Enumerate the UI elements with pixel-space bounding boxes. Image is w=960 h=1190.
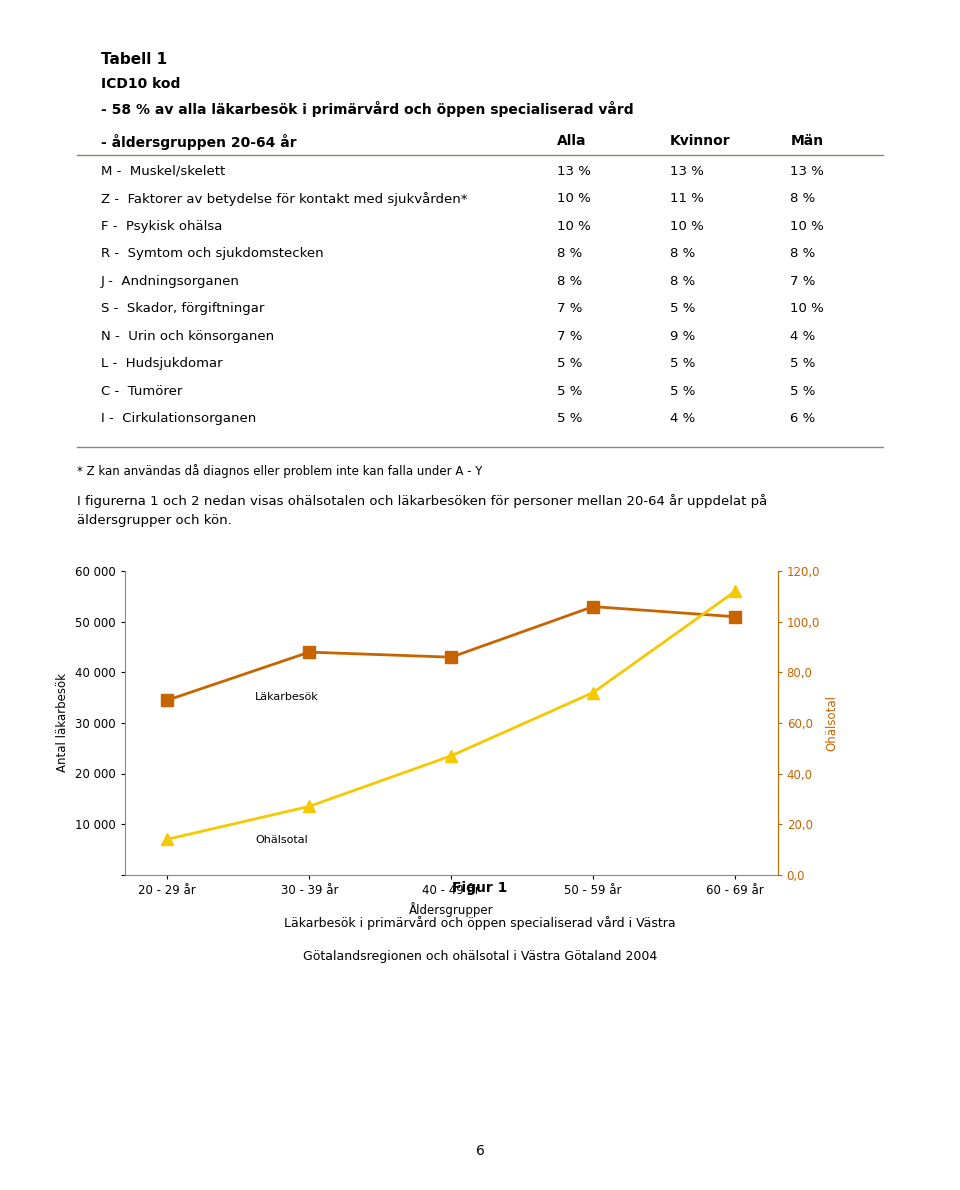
Text: 4 %: 4 % [669, 413, 695, 425]
Text: 5 %: 5 % [669, 357, 695, 370]
Text: 5 %: 5 % [557, 384, 582, 397]
Text: 5 %: 5 % [557, 413, 582, 425]
Text: - 58 % av alla läkarbesök i primärvård och öppen specialiserad vård: - 58 % av alla läkarbesök i primärvård o… [101, 101, 634, 117]
Text: 8 %: 8 % [790, 248, 816, 261]
Text: 5 %: 5 % [790, 357, 816, 370]
Text: Män: Män [790, 134, 824, 148]
Text: I figurerna 1 och 2 nedan visas ohälsotalen och läkarbesöken för personer mellan: I figurerna 1 och 2 nedan visas ohälsota… [77, 494, 767, 527]
Text: Ohälsotal: Ohälsotal [255, 835, 308, 845]
Text: R -  Symtom och sjukdomstecken: R - Symtom och sjukdomstecken [101, 248, 324, 261]
Text: N -  Urin och könsorganen: N - Urin och könsorganen [101, 330, 275, 343]
Text: - åldersgruppen 20-64 år: - åldersgruppen 20-64 år [101, 134, 297, 150]
Text: 10 %: 10 % [790, 220, 825, 233]
Text: 5 %: 5 % [669, 384, 695, 397]
Text: 5 %: 5 % [669, 302, 695, 315]
Text: 8 %: 8 % [669, 275, 695, 288]
Text: Götalandsregionen och ohälsotal i Västra Götaland 2004: Götalandsregionen och ohälsotal i Västra… [302, 950, 658, 963]
Text: * Z kan användas då diagnos eller problem inte kan falla under A - Y: * Z kan användas då diagnos eller proble… [77, 464, 482, 477]
Y-axis label: Antal läkarbesök: Antal läkarbesök [57, 674, 69, 772]
Text: 11 %: 11 % [669, 193, 704, 206]
Text: F -  Psykisk ohälsa: F - Psykisk ohälsa [101, 220, 223, 233]
Text: Läkarbesök i primärvård och öppen specialiserad vård i Västra: Läkarbesök i primärvård och öppen specia… [284, 916, 676, 931]
Text: C -  Tumörer: C - Tumörer [101, 384, 182, 397]
Text: 10 %: 10 % [669, 220, 704, 233]
Text: 13 %: 13 % [669, 164, 704, 177]
Text: Z -  Faktorer av betydelse för kontakt med sjukvården*: Z - Faktorer av betydelse för kontakt me… [101, 193, 468, 206]
Text: 5 %: 5 % [790, 384, 816, 397]
Text: Kvinnor: Kvinnor [669, 134, 731, 148]
Text: 7 %: 7 % [557, 330, 582, 343]
Text: ICD10 kod: ICD10 kod [101, 76, 180, 90]
Text: 13 %: 13 % [790, 164, 825, 177]
Text: L -  Hudsjukdomar: L - Hudsjukdomar [101, 357, 223, 370]
Text: 10 %: 10 % [557, 220, 590, 233]
Text: 7 %: 7 % [557, 302, 582, 315]
Text: M -  Muskel/skelett: M - Muskel/skelett [101, 164, 226, 177]
Text: J -  Andningsorganen: J - Andningsorganen [101, 275, 240, 288]
Text: 6 %: 6 % [790, 413, 816, 425]
Text: 8 %: 8 % [790, 193, 816, 206]
Text: 4 %: 4 % [790, 330, 816, 343]
Text: Alla: Alla [557, 134, 587, 148]
Text: S -  Skador, förgiftningar: S - Skador, förgiftningar [101, 302, 264, 315]
Text: 10 %: 10 % [557, 193, 590, 206]
Text: Läkarbesök: Läkarbesök [255, 693, 319, 702]
Text: 13 %: 13 % [557, 164, 590, 177]
Text: 8 %: 8 % [669, 248, 695, 261]
Text: 10 %: 10 % [790, 302, 825, 315]
Text: 5 %: 5 % [557, 357, 582, 370]
Text: I -  Cirkulationsorganen: I - Cirkulationsorganen [101, 413, 256, 425]
Text: 8 %: 8 % [557, 275, 582, 288]
X-axis label: Åldersgrupper: Åldersgrupper [409, 902, 493, 917]
Text: 7 %: 7 % [790, 275, 816, 288]
Text: Figur 1: Figur 1 [452, 882, 508, 896]
Y-axis label: Ohälsotal: Ohälsotal [826, 695, 839, 751]
Text: Tabell 1: Tabell 1 [101, 52, 167, 67]
Text: 6: 6 [475, 1144, 485, 1158]
Text: 9 %: 9 % [669, 330, 695, 343]
Text: 8 %: 8 % [557, 248, 582, 261]
